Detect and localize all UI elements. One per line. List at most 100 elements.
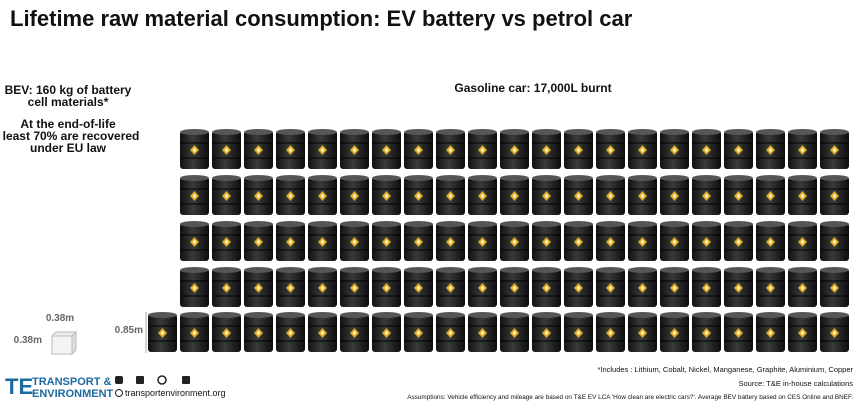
barrel <box>595 311 626 353</box>
barrel <box>179 220 210 262</box>
barrel <box>499 266 530 308</box>
barrel <box>531 128 562 170</box>
barrel <box>819 174 850 216</box>
website[interactable]: transportenvironment.org <box>125 388 226 398</box>
barrel <box>627 220 658 262</box>
barrel <box>691 266 722 308</box>
barrel <box>563 266 594 308</box>
social-icons[interactable] <box>115 375 190 385</box>
barrel <box>531 220 562 262</box>
barrel <box>659 311 690 353</box>
barrel <box>531 266 562 308</box>
barrel <box>435 220 466 262</box>
title: Lifetime raw material consumption: EV ba… <box>10 6 633 31</box>
barrel <box>371 128 402 170</box>
gasoline-label: Gasoline car: 17,000L burnt <box>454 81 611 95</box>
bev-label: cell materials* <box>28 95 109 109</box>
barrel <box>819 128 850 170</box>
barrel <box>307 128 338 170</box>
barrel <box>307 311 338 353</box>
barrel <box>371 174 402 216</box>
barrel <box>691 311 722 353</box>
barrel <box>787 311 818 353</box>
barrel <box>339 128 370 170</box>
barrel <box>403 220 434 262</box>
bev-recovery: under EU law <box>30 141 107 155</box>
barrel <box>723 220 754 262</box>
barrel <box>531 174 562 216</box>
barrel <box>467 311 498 353</box>
barrel <box>659 174 690 216</box>
barrel <box>627 266 658 308</box>
barrel <box>243 174 274 216</box>
barrel <box>275 174 306 216</box>
logo-text: TRANSPORT & <box>32 376 112 388</box>
barrel <box>755 174 786 216</box>
barrel <box>659 266 690 308</box>
barrel <box>659 220 690 262</box>
barrel <box>243 311 274 353</box>
barrel <box>371 266 402 308</box>
barrel <box>179 128 210 170</box>
barrel <box>467 266 498 308</box>
footnote: *Includes : Lithium, Cobalt, Nickel, Man… <box>597 365 853 374</box>
globe-icon <box>115 389 123 397</box>
barrel <box>403 266 434 308</box>
barrel <box>243 266 274 308</box>
bev-recovery: at least 70% are recovered <box>0 129 139 143</box>
logo: TE <box>5 374 33 399</box>
barrel <box>339 220 370 262</box>
barrel <box>691 220 722 262</box>
svg-text:TE: TE <box>5 374 33 399</box>
barrel <box>755 128 786 170</box>
barrel <box>691 174 722 216</box>
barrel <box>595 220 626 262</box>
barrel <box>787 220 818 262</box>
barrel <box>787 174 818 216</box>
barrel <box>275 128 306 170</box>
barrel <box>563 311 594 353</box>
barrel <box>595 266 626 308</box>
barrel <box>723 311 754 353</box>
battery-cube <box>50 330 78 356</box>
barrel <box>211 220 242 262</box>
barrel <box>755 311 786 353</box>
logo-text: ENVIRONMENT <box>32 388 114 400</box>
barrel <box>755 266 786 308</box>
barrel <box>627 311 658 353</box>
barrel <box>275 266 306 308</box>
bev-recovery: At the end-of-life <box>20 117 116 131</box>
barrel <box>595 128 626 170</box>
barrel <box>659 128 690 170</box>
barrel <box>467 128 498 170</box>
barrel <box>755 220 786 262</box>
barrel <box>723 174 754 216</box>
barrel <box>499 174 530 216</box>
barrel-height: 0.85m <box>115 325 143 336</box>
barrel <box>563 128 594 170</box>
barrel <box>403 174 434 216</box>
barrel <box>211 128 242 170</box>
barrel <box>627 174 658 216</box>
barrel <box>435 128 466 170</box>
barrel <box>819 266 850 308</box>
barrel <box>563 174 594 216</box>
barrel <box>467 220 498 262</box>
barrel <box>499 128 530 170</box>
barrel <box>339 311 370 353</box>
barrel <box>723 266 754 308</box>
barrel <box>787 128 818 170</box>
barrel-grid <box>147 128 850 353</box>
barrel <box>435 311 466 353</box>
barrel <box>211 311 242 353</box>
barrel <box>179 174 210 216</box>
barrel <box>339 266 370 308</box>
barrel <box>307 266 338 308</box>
barrel <box>371 311 402 353</box>
barrel <box>499 311 530 353</box>
cube-height: 0.38m <box>14 335 42 346</box>
barrel <box>627 128 658 170</box>
bev-label: BEV: 160 kg of battery <box>5 83 132 97</box>
